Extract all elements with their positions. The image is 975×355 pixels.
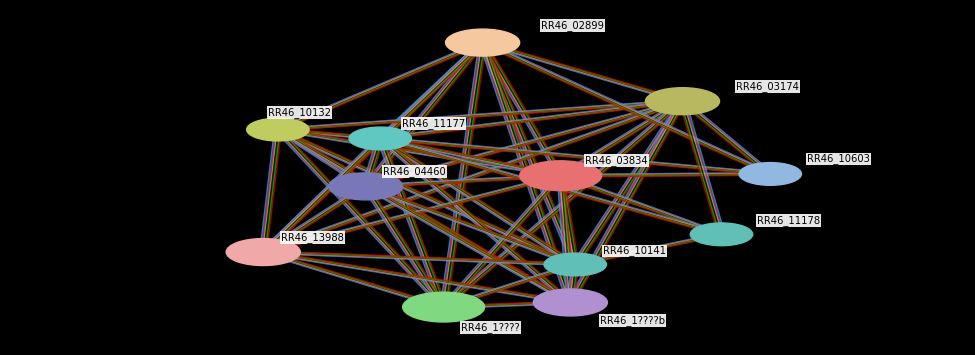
Text: RR46_1????: RR46_1???? [461, 322, 520, 333]
Text: RR46_10141: RR46_10141 [603, 246, 666, 256]
Text: RR46_03834: RR46_03834 [585, 155, 647, 166]
Text: RR46_11178: RR46_11178 [757, 215, 820, 225]
Circle shape [739, 163, 801, 185]
Circle shape [349, 127, 411, 150]
Text: RR46_04460: RR46_04460 [383, 166, 446, 177]
Circle shape [544, 253, 606, 276]
Circle shape [690, 223, 753, 246]
Text: RR46_10603: RR46_10603 [807, 154, 870, 164]
Circle shape [520, 161, 602, 191]
Circle shape [403, 292, 485, 322]
Text: RR46_11177: RR46_11177 [402, 118, 465, 129]
Circle shape [446, 29, 520, 56]
Circle shape [247, 118, 309, 141]
Text: RR46_02899: RR46_02899 [541, 20, 604, 31]
Text: RR46_1????b: RR46_1????b [600, 315, 665, 326]
Text: RR46_03174: RR46_03174 [736, 81, 799, 92]
Circle shape [329, 173, 403, 200]
Text: RR46_10132: RR46_10132 [268, 108, 332, 118]
Circle shape [645, 88, 720, 115]
Circle shape [226, 239, 300, 266]
Circle shape [533, 289, 607, 316]
Text: RR46_13988: RR46_13988 [281, 232, 343, 242]
